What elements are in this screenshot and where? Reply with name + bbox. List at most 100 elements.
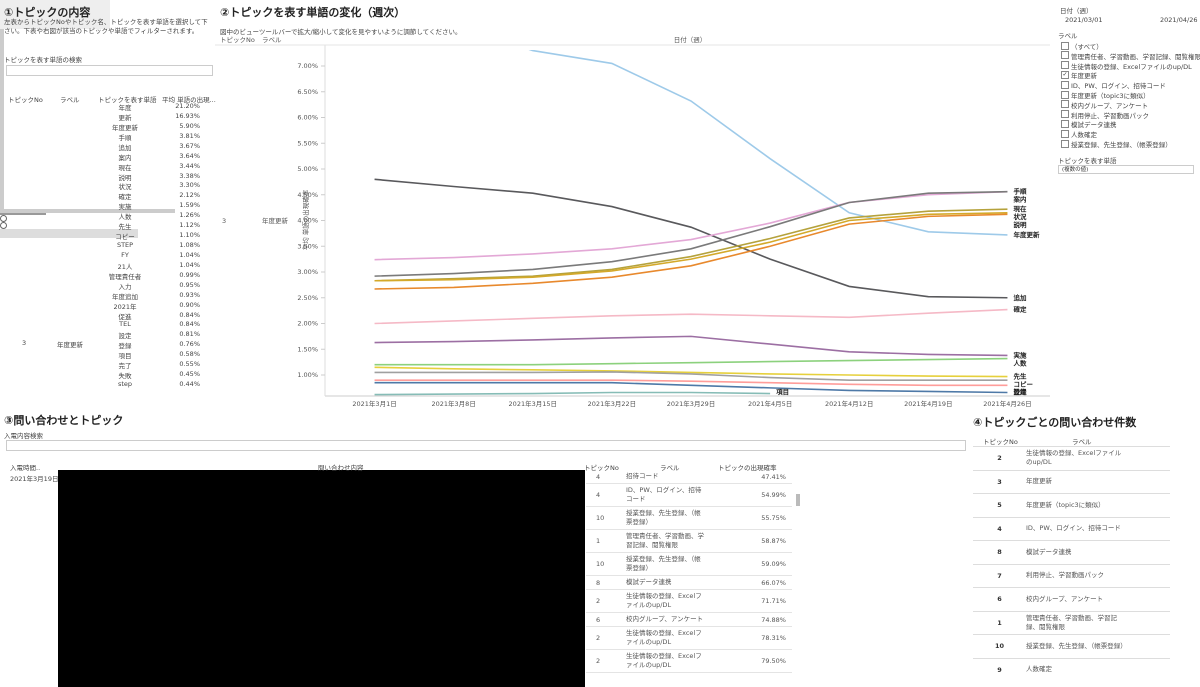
x-tick-label: 2021年4月12日	[825, 399, 873, 408]
probability: 71.71%	[761, 597, 786, 605]
word: 管理責任者	[108, 272, 142, 281]
x-tick-label: 2021年3月15日	[509, 399, 557, 408]
checkbox[interactable]	[1061, 139, 1069, 148]
label: 年度更新（topic3に類似）	[1026, 500, 1105, 509]
word: 人数	[118, 213, 132, 222]
row-rule	[0, 19, 110, 20]
topic-no: 8	[596, 578, 601, 587]
word: 現在	[118, 163, 132, 172]
slider-track[interactable]	[0, 213, 46, 215]
scrollbar[interactable]	[0, 29, 4, 209]
filter-item[interactable]: 管理責任者、学習動画、学習記録、閲覧権限	[1071, 52, 1200, 61]
topic-no: 2	[997, 454, 1002, 463]
y-tick-label: 5.50%	[297, 139, 318, 147]
topic-no: 4	[997, 524, 1002, 533]
checkbox[interactable]: ✓	[1061, 70, 1069, 79]
checkbox[interactable]	[1061, 90, 1069, 99]
table-row: 8 模試データ連携 66.07%	[586, 576, 792, 590]
table-row: 8 模試データ連携	[973, 540, 1170, 564]
filter-item[interactable]: 年度更新	[1071, 72, 1097, 81]
word-share: 2.12%	[179, 191, 200, 200]
filter-item[interactable]: 授業登録、先生登録、（帳票登録）	[1071, 141, 1172, 149]
topic-table: トピックNo ラベル トピックを表す単語 平均 単語の出現... 3 年度更新 年度 21.2…	[0, 0, 1200, 388]
row-rule	[0, 1, 110, 2]
search-box[interactable]	[6, 440, 966, 451]
word: 失敗	[118, 372, 132, 381]
table-row: 4 招待コード 47.41%	[586, 470, 792, 484]
label: 模試データ連携	[1026, 547, 1072, 556]
row-rule	[0, 18, 110, 19]
series-line	[374, 371, 1008, 381]
checkbox[interactable]	[1061, 80, 1069, 89]
label: 管理責任者、学習動画、学習記録、閲覧権限	[626, 532, 704, 549]
row-rule	[0, 16, 110, 17]
series-label: 人数	[1013, 358, 1027, 367]
word: 完了	[118, 362, 132, 371]
label: 招待コード	[626, 472, 659, 480]
checkbox[interactable]	[1061, 119, 1069, 128]
row-rule	[0, 13, 110, 14]
scrollbar-h[interactable]	[0, 209, 175, 213]
topic-no: 7	[997, 571, 1002, 580]
probability: 79.50%	[761, 657, 786, 665]
probability: 66.07%	[761, 578, 786, 587]
checkbox[interactable]	[1061, 61, 1069, 70]
filter-item[interactable]: 模試データ連携	[1071, 121, 1117, 130]
scrollbar[interactable]	[796, 494, 800, 506]
slider-handle[interactable]	[0, 215, 7, 222]
word: 登録	[118, 342, 132, 351]
dropdown[interactable]: (複数の値)	[1058, 165, 1194, 174]
x-tick-label: 2021年3月8日	[432, 399, 476, 408]
word-share: 1.04%	[179, 250, 200, 259]
checkbox[interactable]	[1061, 129, 1069, 138]
word-share: 1.10%	[179, 231, 200, 240]
panel-title: ①トピックの内容	[4, 6, 91, 19]
row-rule	[0, 3, 110, 4]
filter-item[interactable]: 生徒情報の登録、Excelファイルのup/DL	[1071, 62, 1192, 71]
series-label: 現在	[1013, 204, 1027, 213]
probability: 58.87%	[761, 537, 786, 545]
checkbox[interactable]	[1061, 41, 1069, 50]
filter-item[interactable]: 人数確定	[1071, 131, 1097, 140]
table-row: 10 授業登録、先生登録、（帳票登録）	[973, 634, 1170, 658]
description: 左表からトピックNoやトピック名、トピックを表す単語を選択して下さい。下表や右図…	[4, 18, 208, 35]
filter-item[interactable]: 校内グループ、アンケート	[1071, 101, 1149, 110]
word-share: 3.38%	[179, 171, 200, 180]
y-tick-label: 4.50%	[297, 191, 318, 199]
checkbox[interactable]	[1061, 110, 1069, 119]
table-row: 4 ID、PW、ログイン、招待コード 54.99%	[586, 484, 792, 507]
word: TEL	[119, 320, 131, 329]
filter-item[interactable]: ID、PW、ログイン、招待コード	[1071, 82, 1166, 91]
word: STEP	[116, 241, 134, 250]
series-label: 実施	[1013, 350, 1027, 359]
word-share: 0.44%	[179, 380, 200, 389]
word: 設定	[118, 332, 132, 341]
date-end: 2021/04/26	[1160, 16, 1198, 24]
probability: 74.88%	[761, 615, 786, 624]
word: 更新	[118, 113, 132, 122]
filter-title: トピックを表す単語	[1058, 157, 1117, 165]
label: 生徒情報の登録、Excelファイルのup/DL	[626, 592, 702, 609]
series-label: 手順	[1013, 187, 1027, 196]
column-header: トピックNo	[8, 96, 43, 104]
filter-item[interactable]: （すべて）	[1071, 43, 1103, 51]
table-row: 6 校内グループ、アンケート	[973, 587, 1170, 611]
filter-item[interactable]: 年度更新（topic3に類似）	[1071, 92, 1150, 100]
series-line	[374, 308, 1008, 325]
slider-handle[interactable]	[0, 222, 7, 229]
filter-item[interactable]: 利用停止、学習動画パック	[1071, 111, 1149, 120]
word: 年度更新	[112, 123, 138, 132]
probability: 78.31%	[761, 634, 786, 642]
word-share: 0.45%	[179, 370, 200, 379]
word-share: 3.30%	[179, 181, 200, 190]
table-row: 9 人数確定	[973, 657, 1170, 682]
checkbox[interactable]	[1061, 51, 1069, 60]
header-label: ラベル	[262, 36, 282, 44]
x-tick-label: 2021年4月5日	[748, 399, 792, 408]
series-line	[374, 208, 1008, 282]
word-share: 16.93%	[175, 111, 200, 120]
checkbox[interactable]	[1061, 100, 1069, 109]
search-box[interactable]	[6, 65, 213, 76]
label: ID、PW、ログイン、招待コード	[1026, 524, 1121, 533]
